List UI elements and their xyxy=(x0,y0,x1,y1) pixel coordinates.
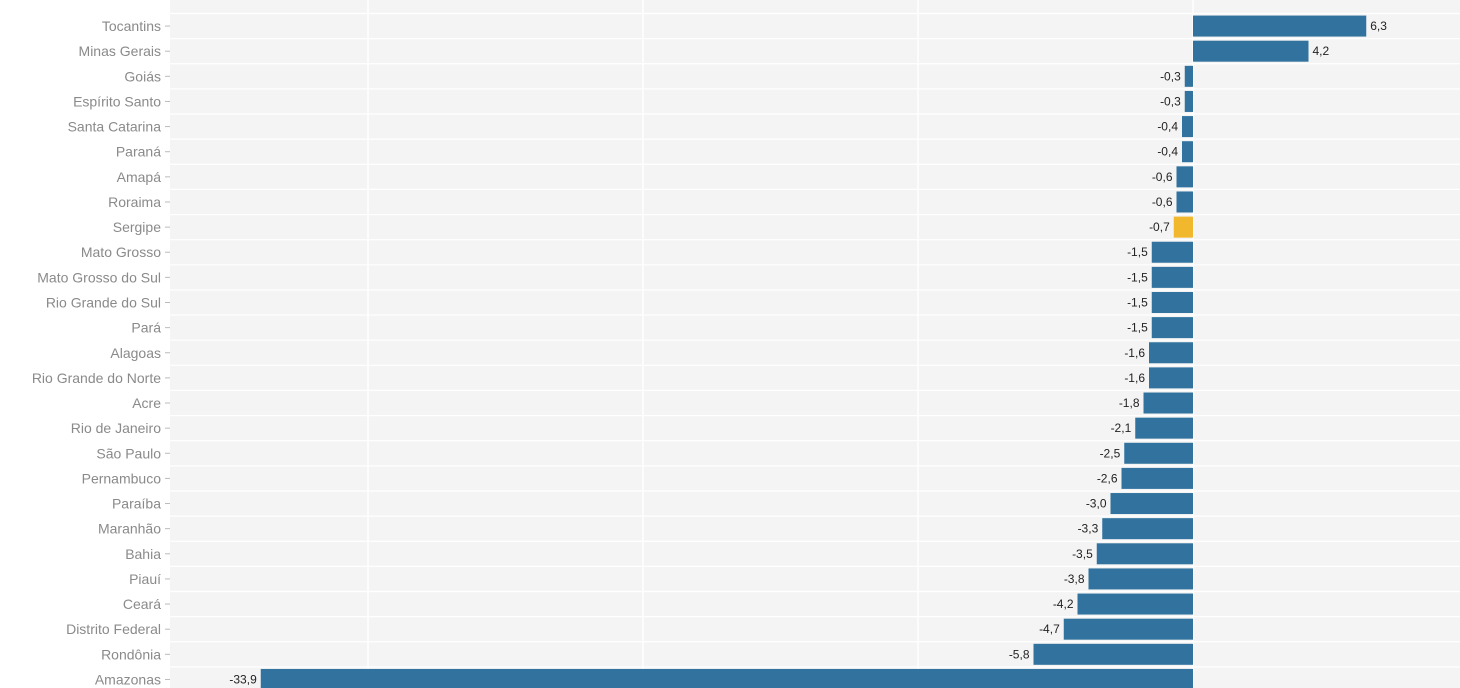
value-label: 6,3 xyxy=(1370,19,1387,33)
value-label: -1,5 xyxy=(1127,245,1148,259)
plot-background xyxy=(170,0,1460,688)
value-label: -1,5 xyxy=(1127,321,1148,335)
value-label: -1,6 xyxy=(1124,346,1145,360)
category-label: São Paulo xyxy=(96,445,161,461)
value-label: -2,5 xyxy=(1100,446,1121,460)
bar[interactable] xyxy=(1124,442,1193,464)
category-label: Espírito Santo xyxy=(73,93,161,109)
bar[interactable] xyxy=(1151,317,1193,339)
value-label: -1,5 xyxy=(1127,295,1148,309)
category-label: Pará xyxy=(131,320,161,336)
value-label: 4,2 xyxy=(1313,44,1330,58)
bar[interactable] xyxy=(1149,367,1193,389)
value-label: -4,2 xyxy=(1053,597,1074,611)
category-label: Roraima xyxy=(108,194,161,210)
value-label: -0,3 xyxy=(1160,94,1181,108)
bar[interactable] xyxy=(1176,191,1194,213)
bar[interactable] xyxy=(1149,342,1193,364)
category-label: Rio de Janeiro xyxy=(71,420,161,436)
bar[interactable] xyxy=(1143,392,1194,414)
bar[interactable] xyxy=(1151,266,1193,288)
value-label: -0,7 xyxy=(1149,220,1170,234)
value-label: -1,6 xyxy=(1124,371,1145,385)
bar[interactable] xyxy=(1088,568,1194,590)
category-label: Ceará xyxy=(123,596,161,612)
value-label: -1,5 xyxy=(1127,270,1148,284)
category-label: Goiás xyxy=(124,68,161,84)
bar[interactable] xyxy=(1077,593,1194,615)
value-label: -3,5 xyxy=(1072,547,1093,561)
category-label: Paraná xyxy=(116,144,161,160)
bar[interactable] xyxy=(1135,417,1193,439)
value-label: -3,8 xyxy=(1064,572,1085,586)
bar[interactable] xyxy=(1151,241,1193,263)
bar[interactable] xyxy=(1193,40,1309,62)
category-label: Piauí xyxy=(129,571,161,587)
value-label: -4,7 xyxy=(1039,622,1060,636)
category-label: Rio Grande do Sul xyxy=(46,294,161,310)
category-label: Alagoas xyxy=(110,345,161,361)
value-label: -0,4 xyxy=(1157,120,1178,134)
value-label: -3,0 xyxy=(1086,497,1107,511)
value-label: -2,6 xyxy=(1097,471,1118,485)
bar[interactable] xyxy=(260,668,1193,688)
value-label: -33,9 xyxy=(229,672,257,686)
value-label: -3,3 xyxy=(1078,522,1099,536)
bar[interactable] xyxy=(1151,291,1193,313)
category-label: Mato Grosso do Sul xyxy=(37,269,161,285)
bar[interactable] xyxy=(1184,90,1193,112)
value-label: -0,4 xyxy=(1157,145,1178,159)
category-label: Santa Catarina xyxy=(68,119,162,135)
category-label: Tocantins xyxy=(102,18,161,34)
bar[interactable] xyxy=(1193,15,1367,37)
bar[interactable] xyxy=(1121,467,1194,489)
value-label: -0,3 xyxy=(1160,69,1181,83)
value-label: -1,8 xyxy=(1119,396,1140,410)
value-label: -5,8 xyxy=(1009,647,1030,661)
bar[interactable] xyxy=(1173,216,1193,238)
category-label: Sergipe xyxy=(113,219,161,235)
category-label: Mato Grosso xyxy=(81,244,161,260)
bars xyxy=(260,15,1367,688)
bar[interactable] xyxy=(1063,618,1193,640)
category-label: Acre xyxy=(132,395,161,411)
grid-lines xyxy=(170,0,1460,688)
value-label: -0,6 xyxy=(1152,170,1173,184)
category-label: Rio Grande do Norte xyxy=(32,370,161,386)
bar[interactable] xyxy=(1182,141,1193,163)
bar[interactable] xyxy=(1033,643,1194,665)
bar[interactable] xyxy=(1102,518,1193,540)
category-label: Paraíba xyxy=(112,496,161,512)
bar[interactable] xyxy=(1096,543,1193,565)
bar[interactable] xyxy=(1110,493,1194,515)
value-label: -2,1 xyxy=(1111,421,1132,435)
value-labels: 6,34,2-0,3-0,3-0,4-0,4-0,6-0,6-0,7-1,5-1… xyxy=(229,19,1387,686)
bar[interactable] xyxy=(1182,116,1193,138)
category-label: Minas Gerais xyxy=(79,43,161,59)
category-label: Amapá xyxy=(117,169,162,185)
bar[interactable] xyxy=(1176,166,1194,188)
category-label: Maranhão xyxy=(98,521,161,537)
category-label: Bahia xyxy=(125,546,161,562)
category-labels: Tocantins Minas Gerais Goiás Espírito Santo… xyxy=(32,18,170,687)
category-label: Pernambuco xyxy=(82,470,162,486)
bar[interactable] xyxy=(1184,65,1193,87)
value-label: -0,6 xyxy=(1152,195,1173,209)
category-label: Distrito Federal xyxy=(66,621,161,637)
category-label: Rondônia xyxy=(101,646,161,662)
category-label: Amazonas xyxy=(95,671,161,687)
